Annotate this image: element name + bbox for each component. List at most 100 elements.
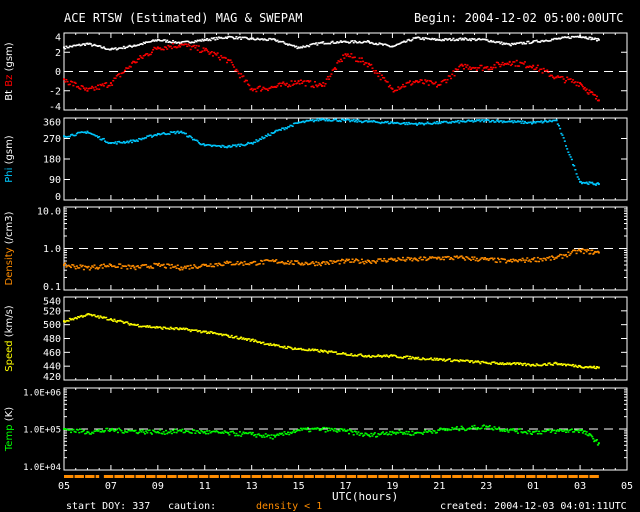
interp-point xyxy=(453,359,456,361)
interp-point xyxy=(596,444,599,446)
interp-point xyxy=(348,55,351,58)
interp-point xyxy=(377,121,380,124)
interp-point xyxy=(247,141,250,144)
interp-point xyxy=(464,429,467,432)
interp-point xyxy=(560,253,563,256)
interp-point xyxy=(72,428,75,431)
interp-point xyxy=(519,258,522,261)
interp-point xyxy=(75,317,78,320)
interp-point xyxy=(131,323,134,326)
interp-point xyxy=(230,430,233,433)
interp-point xyxy=(216,38,219,40)
interp-point xyxy=(529,42,532,44)
interp-point xyxy=(319,119,322,121)
interp-point xyxy=(417,356,420,359)
interp-point xyxy=(262,341,265,344)
interp-point xyxy=(565,431,568,433)
interp-point xyxy=(311,43,314,45)
interp-point xyxy=(99,83,102,86)
data-point xyxy=(86,89,89,92)
interp-point xyxy=(596,37,599,40)
interp-point xyxy=(153,430,156,432)
interp-point xyxy=(583,430,586,432)
interp-point xyxy=(188,44,191,47)
interp-point xyxy=(333,261,336,263)
interp-point xyxy=(536,120,539,123)
interp-point xyxy=(206,265,209,267)
interp-point xyxy=(319,429,322,431)
interp-point xyxy=(221,37,224,40)
interp-point xyxy=(152,135,155,137)
interp-point xyxy=(390,257,393,260)
interp-point xyxy=(346,41,349,43)
interp-point xyxy=(380,356,383,358)
interp-point xyxy=(214,53,217,55)
interp-point xyxy=(71,264,74,266)
data-point xyxy=(344,259,347,262)
interp-point xyxy=(538,121,541,123)
interp-point xyxy=(260,90,263,92)
interp-point xyxy=(231,336,234,339)
interp-point xyxy=(244,263,247,265)
interp-point xyxy=(140,43,143,45)
interp-point xyxy=(477,360,480,362)
interp-point xyxy=(529,432,532,435)
interp-point xyxy=(384,43,387,45)
interp-point xyxy=(236,337,239,340)
interp-point xyxy=(100,431,103,433)
interp-point xyxy=(443,427,446,430)
data-point xyxy=(461,427,464,430)
interp-point xyxy=(315,349,318,351)
interp-point xyxy=(489,66,492,69)
interp-point xyxy=(487,362,490,365)
interp-point xyxy=(135,432,138,434)
interp-point xyxy=(568,78,571,80)
interp-point xyxy=(123,265,126,267)
interp-point xyxy=(186,430,189,433)
data-point xyxy=(250,87,253,90)
interp-point xyxy=(567,36,570,38)
interp-point xyxy=(393,89,396,92)
interp-point xyxy=(387,356,390,358)
interp-point xyxy=(166,327,169,330)
interp-point xyxy=(543,257,546,260)
interp-point xyxy=(447,75,450,77)
interp-point xyxy=(419,38,422,40)
interp-point xyxy=(193,138,196,141)
interp-point xyxy=(253,141,256,144)
interp-point xyxy=(159,326,162,328)
interp-point xyxy=(401,83,404,86)
interp-point xyxy=(276,85,279,87)
interp-point xyxy=(296,429,299,432)
interp-point xyxy=(487,259,490,262)
interp-point xyxy=(228,35,231,38)
interp-point xyxy=(465,37,468,40)
interp-point xyxy=(351,258,354,260)
interp-point xyxy=(462,428,465,430)
interp-point xyxy=(162,263,165,266)
panel-frame xyxy=(63,117,628,201)
interp-point xyxy=(351,120,354,122)
interp-point xyxy=(125,321,128,323)
data-point xyxy=(63,320,65,323)
interp-point xyxy=(460,425,463,428)
interp-point xyxy=(477,260,480,262)
interp-point xyxy=(378,258,381,260)
density-caution-bar xyxy=(293,475,304,478)
interp-point xyxy=(460,255,463,257)
interp-point xyxy=(141,429,144,431)
density-caution-bar xyxy=(156,475,167,478)
interp-point xyxy=(379,433,382,435)
interp-point xyxy=(356,355,359,357)
interp-point xyxy=(506,62,509,65)
interp-point xyxy=(482,258,485,261)
density-caution-bar xyxy=(357,475,367,478)
interp-point xyxy=(418,80,421,83)
interp-point xyxy=(122,432,125,434)
interp-point xyxy=(160,264,163,266)
interp-point xyxy=(72,44,75,47)
interp-point xyxy=(357,354,360,356)
interp-point xyxy=(556,75,559,77)
interp-point xyxy=(146,266,149,268)
interp-point xyxy=(84,131,87,133)
